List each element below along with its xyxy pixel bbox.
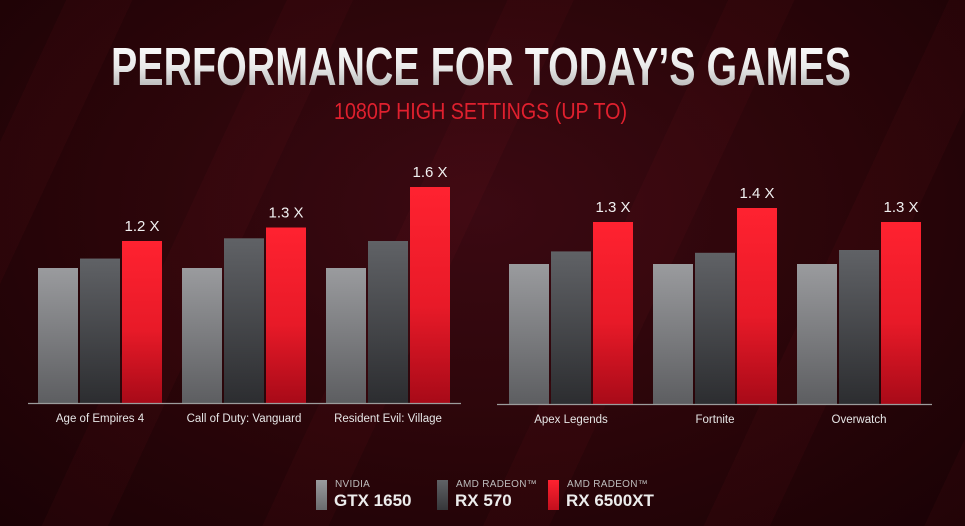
category-label: Resident Evil: Village — [334, 413, 442, 425]
category-label: Fortnite — [696, 414, 735, 426]
legend-brand: AMD RADEON™ — [567, 479, 649, 490]
legend-brand: NVIDIA — [335, 479, 371, 490]
bar-rx6500xt — [410, 187, 450, 403]
bar-gtx1650 — [653, 264, 693, 404]
data-label: 1.2 X — [124, 218, 159, 235]
legend-swatch — [548, 480, 559, 510]
bar-rx6500xt — [266, 227, 306, 403]
bar-rx570 — [839, 250, 879, 404]
data-label: 1.3 X — [883, 199, 918, 216]
data-label: 1.6 X — [412, 164, 447, 181]
page-subtitle: 1080P HIGH SETTINGS (UP TO) — [334, 98, 627, 124]
category-label: Overwatch — [832, 414, 887, 426]
bar-rx570 — [80, 258, 120, 403]
legend-model: RX 6500XT — [566, 491, 654, 510]
data-label: 1.3 X — [595, 199, 630, 216]
bar-gtx1650 — [797, 264, 837, 404]
bar-gtx1650 — [38, 268, 78, 403]
bar-gtx1650 — [182, 268, 222, 403]
bar-rx6500xt — [737, 208, 777, 404]
category-label: Call of Duty: Vanguard — [187, 413, 302, 425]
data-label: 1.4 X — [739, 185, 774, 202]
bar-gtx1650 — [509, 264, 549, 404]
category-label: Apex Legends — [534, 414, 608, 426]
bar-rx6500xt — [593, 222, 633, 404]
bar-rx570 — [551, 251, 591, 404]
bar-gtx1650 — [326, 268, 366, 403]
legend-brand: AMD RADEON™ — [456, 479, 538, 490]
data-label: 1.3 X — [268, 205, 303, 222]
legend-model: RX 570 — [455, 491, 512, 510]
category-label: Age of Empires 4 — [56, 413, 145, 425]
legend-model: GTX 1650 — [334, 491, 412, 510]
bar-rx570 — [224, 238, 264, 403]
bar-rx6500xt — [881, 222, 921, 404]
legend-swatch — [437, 480, 448, 510]
bar-rx570 — [695, 252, 735, 404]
bar-rx570 — [368, 241, 408, 403]
page-title: PERFORMANCE FOR TODAY’S GAMES — [111, 37, 851, 97]
legend-swatch — [316, 480, 327, 510]
bar-rx6500xt — [122, 241, 162, 403]
